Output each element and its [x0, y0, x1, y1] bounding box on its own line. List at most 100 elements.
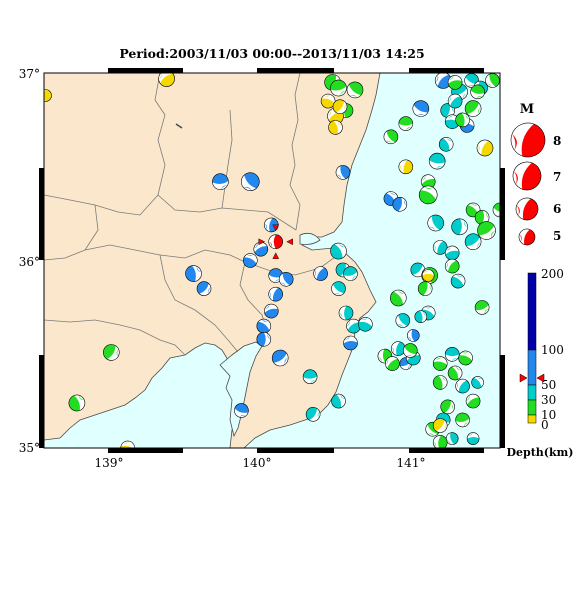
- lon-labels: 139° 140° 141°: [95, 456, 426, 470]
- event-beachball: [346, 318, 361, 334]
- islet: [175, 123, 183, 129]
- highlight-marker-triangle: [286, 238, 293, 246]
- event-beachball: [477, 221, 496, 240]
- event-beachball: [432, 356, 448, 371]
- event-beachball: [432, 418, 448, 433]
- frame-tick-bar: [500, 355, 505, 448]
- event-beachball: [256, 318, 272, 334]
- event-beachball: [346, 81, 364, 99]
- event-beachball: [465, 393, 481, 409]
- event-beachball: [256, 331, 272, 347]
- event-beachball: [320, 93, 336, 109]
- tokyo-bay-water: [219, 341, 263, 438]
- event-beachball: [278, 271, 294, 287]
- frame-tick-bar: [39, 168, 44, 260]
- highlight-marker-triangle: [272, 224, 280, 232]
- event-beachball: [392, 197, 408, 212]
- event-beachball: [328, 120, 343, 135]
- map-title: Period:2003/11/03 00:00--2013/11/03 14:2…: [119, 46, 424, 61]
- event-beachball: [418, 185, 438, 205]
- depth-tick-100: 100: [541, 343, 564, 357]
- magnitude-legend-label-8: 8: [553, 134, 561, 148]
- depth-bar-30: [527, 384, 537, 401]
- event-beachball: [464, 233, 482, 250]
- event-beachball: [331, 393, 346, 409]
- frame-tick-bar: [257, 68, 334, 73]
- event-beachball: [444, 258, 460, 274]
- event-beachball: [395, 313, 411, 328]
- event-beachball: [241, 172, 260, 191]
- frame-tick-bar: [108, 448, 183, 453]
- depth-tick-0: 0: [541, 418, 549, 432]
- lon-label-141: 141°: [397, 456, 426, 470]
- event-beachball: [383, 129, 399, 145]
- frame-tick-bar: [257, 448, 334, 453]
- frame-tick-bar: [108, 68, 183, 73]
- event-beachball: [402, 343, 418, 358]
- event-beachball: [474, 210, 490, 225]
- event-beachball: [470, 84, 485, 100]
- event-beachball: [412, 100, 430, 117]
- event-beachball: [253, 241, 269, 257]
- event-beachball: [474, 300, 490, 315]
- event-beachball: [44, 89, 52, 102]
- prefecture-borders: [44, 73, 343, 356]
- event-beachball: [263, 303, 279, 319]
- event-beachball: [389, 289, 407, 307]
- magnitude-legend-ball-6: [515, 197, 539, 221]
- magnitude-legend-items: [510, 122, 546, 246]
- event-beachball: [390, 341, 406, 356]
- event-beachball: [455, 112, 470, 128]
- event-beachball: [398, 159, 414, 175]
- event-beachball: [451, 218, 468, 236]
- event-beachball: [417, 281, 433, 296]
- frame-ticks: [39, 68, 505, 453]
- frame-tick-bar: [409, 68, 484, 73]
- depth-tick-30: 30: [541, 393, 556, 407]
- event-beachball: [455, 412, 470, 428]
- event-beachball: [450, 273, 466, 289]
- depth-marker: [519, 373, 545, 383]
- map-area: [44, 73, 500, 448]
- magnitude-legend-ball-5: [518, 228, 536, 246]
- magnitude-legend-label-6: 6: [553, 202, 561, 216]
- depth-tick-200: 200: [541, 267, 564, 281]
- event-beachball: [447, 75, 463, 90]
- event-beachball: [330, 79, 347, 97]
- lon-label-140: 140°: [243, 456, 272, 470]
- magnitude-legend-ball-8: [510, 122, 546, 158]
- magnitude-legend-title: M: [520, 102, 534, 117]
- event-beachball: [432, 435, 448, 448]
- land: [44, 73, 381, 448]
- depth-bar-100: [527, 349, 537, 386]
- event-beachball: [103, 344, 120, 361]
- event-beachball: [447, 93, 463, 109]
- event-beachball: [464, 100, 482, 117]
- event-beachball: [427, 214, 445, 232]
- depth-tick-50: 50: [541, 378, 556, 392]
- event-beachball: [492, 202, 500, 218]
- depth-bar-10: [527, 399, 537, 416]
- event-beachball: [68, 394, 86, 412]
- event-beachball: [212, 173, 229, 190]
- highlight-marker-triangle: [258, 238, 266, 246]
- lat-labels: 37° 36° 35°: [19, 67, 40, 455]
- event-beachball: [383, 191, 399, 206]
- event-beachball: [485, 73, 500, 88]
- event-beachball: [458, 350, 473, 366]
- depth-legend: 200 100 50 30 10 0 Depth(km): [507, 267, 574, 459]
- event-beachball: [338, 305, 354, 321]
- frame-tick-bar: [500, 168, 505, 260]
- depth-tick-10: 10: [541, 408, 556, 422]
- event-beachball: [332, 99, 348, 114]
- magnitude-legend: M 8 7 6 5: [510, 102, 561, 246]
- event-beachball: [398, 116, 414, 131]
- events-layer: [44, 73, 500, 448]
- event-beachball: [447, 365, 463, 381]
- depth-bar-0: [527, 414, 537, 424]
- event-beachball: [421, 269, 435, 282]
- event-beachball: [335, 165, 351, 180]
- event-beachball: [330, 242, 347, 260]
- event-beachball: [331, 281, 346, 296]
